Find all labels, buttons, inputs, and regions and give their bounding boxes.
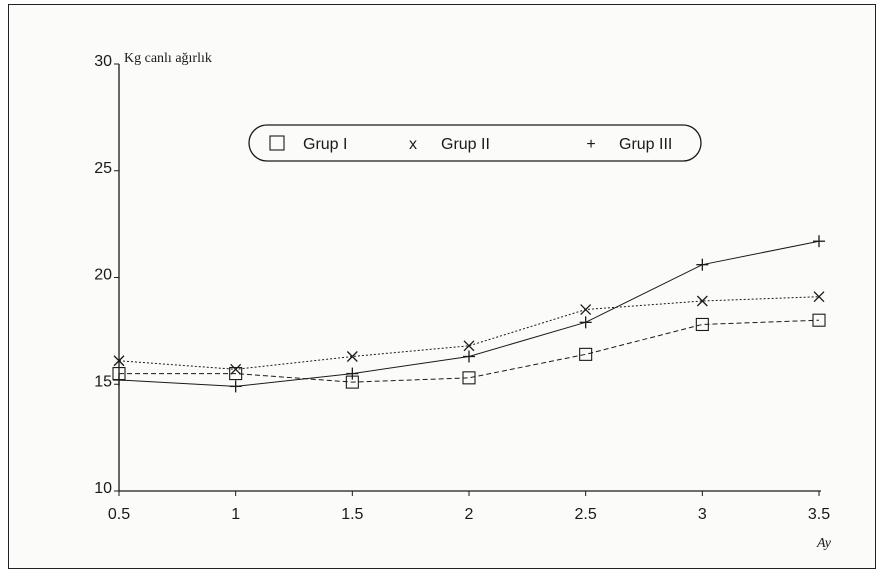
data-point <box>463 350 475 363</box>
data-point <box>113 355 125 367</box>
square-marker <box>812 313 826 327</box>
x-tick-label: 1.5 <box>341 506 363 523</box>
line-chart: 10 15 20 25 30 0.5 1 1.5 2 2.5 3 3.5 Kg canlı ağırl… <box>94 51 832 551</box>
data-point <box>346 351 358 362</box>
series-line <box>119 319 820 383</box>
x-marker <box>580 304 592 315</box>
x-tick-label: 2.5 <box>575 506 597 523</box>
data-point <box>230 363 242 375</box>
legend-box <box>248 124 702 162</box>
y-tick-label: 15 <box>94 373 112 390</box>
data-point <box>813 235 825 248</box>
series-3 <box>113 235 825 393</box>
x-marker <box>696 295 708 307</box>
legend-entry-label: Grup II <box>441 136 490 153</box>
legend-marker-glyph: x <box>409 136 417 153</box>
square-marker <box>229 367 243 381</box>
chart-frame: 10 15 20 25 30 0.5 1 1.5 2 2.5 3 3.5 Kg canlı ağırl… <box>8 4 876 569</box>
legend-marker-glyph: + <box>586 136 595 153</box>
legend: Grup I x Grup II + Grup III <box>248 124 702 162</box>
square-marker <box>579 347 593 361</box>
data-point <box>462 371 476 385</box>
series-2 <box>113 291 825 375</box>
y-tick-label: 25 <box>94 160 112 177</box>
data-point <box>229 380 242 393</box>
x-axis-label: Ay <box>816 536 832 551</box>
x-marker <box>463 340 475 352</box>
legend-square-marker <box>269 135 285 151</box>
x-marker <box>230 363 242 375</box>
data-point <box>696 258 709 271</box>
y-axis-label: Kg canlı ağırlık <box>124 51 212 66</box>
series-layer <box>112 235 826 393</box>
x-tick-label: 3 <box>698 506 707 523</box>
data-point <box>695 317 709 332</box>
x-tick-label: 3.5 <box>808 506 830 523</box>
x-marker <box>813 291 825 303</box>
x-marker <box>113 355 125 367</box>
data-point <box>113 373 125 386</box>
x-tick-label: 2 <box>465 506 474 523</box>
data-point <box>812 313 826 327</box>
x-marker <box>346 351 358 362</box>
legend-entry-label: Grup III <box>619 136 672 153</box>
data-point <box>346 367 359 380</box>
labels-layer: Kg canlı ağırlık Ay <box>124 51 832 551</box>
square-marker <box>462 371 476 385</box>
x-tick-label: 1 <box>231 506 240 523</box>
series-line <box>118 240 820 387</box>
data-point <box>580 304 592 315</box>
y-tick-label: 10 <box>94 480 112 497</box>
x-tick-label: 0.5 <box>108 506 130 523</box>
y-tick-label: 20 <box>94 267 112 284</box>
data-point <box>579 347 593 361</box>
data-point <box>813 291 825 303</box>
data-point <box>463 340 475 352</box>
data-point <box>229 367 243 381</box>
series-1 <box>112 313 826 389</box>
data-point <box>579 316 592 329</box>
legend-entry-label: Grup I <box>303 136 347 153</box>
square-marker <box>695 317 709 332</box>
axes: 10 15 20 25 30 0.5 1 1.5 2 2.5 3 3.5 <box>94 53 830 523</box>
y-tick-label: 30 <box>94 53 112 70</box>
data-point <box>696 295 708 307</box>
